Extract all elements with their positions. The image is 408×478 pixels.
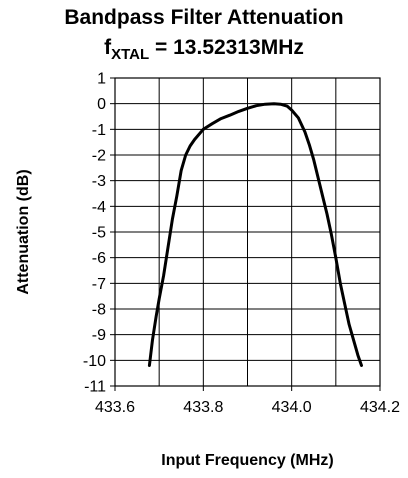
subtitle-prefix: f <box>104 36 112 59</box>
y-tick-label: -2 <box>92 148 106 165</box>
subtitle-subscript: XTAL <box>111 46 150 63</box>
x-tick-label: 434.2 <box>360 399 400 416</box>
chart-subtitle: fXTAL = 13.52313MHz <box>0 36 408 63</box>
y-tick-label: 0 <box>97 96 106 113</box>
y-tick-label: -3 <box>92 173 106 190</box>
y-tick-labels: 1 0 -1 -2 -3 -4 -5 -6 -7 -8 -9 -10 -11 <box>83 71 106 396</box>
x-tick-labels: 433.6 433.8 434.0 434.2 <box>95 399 400 416</box>
x-axis-label: Input Frequency (MHz) <box>161 452 333 469</box>
x-tick-label: 433.6 <box>95 399 135 416</box>
x-tick-label: 434.0 <box>272 399 312 416</box>
y-tick-label: -6 <box>92 250 106 267</box>
x-tick-label: 433.8 <box>183 399 223 416</box>
attenuation-line <box>147 102 363 367</box>
y-tick-label: -10 <box>83 353 106 370</box>
y-tick-label: -8 <box>92 302 106 319</box>
y-tick-label: 1 <box>97 71 106 88</box>
y-tick-label: -7 <box>92 276 106 293</box>
y-tick-label: -9 <box>92 327 106 344</box>
y-tick-label: -1 <box>92 122 106 139</box>
y-tick-label: -4 <box>92 199 106 216</box>
series-group <box>147 102 363 367</box>
grid <box>110 77 381 391</box>
chart-title: Bandpass Filter Attenuation <box>64 6 344 29</box>
y-tick-label: -11 <box>84 379 106 396</box>
y-axis-label: Attenuation (dB) <box>15 169 32 294</box>
y-tick-label: -5 <box>92 225 106 242</box>
subtitle-suffix: = 13.52313MHz <box>149 36 304 59</box>
